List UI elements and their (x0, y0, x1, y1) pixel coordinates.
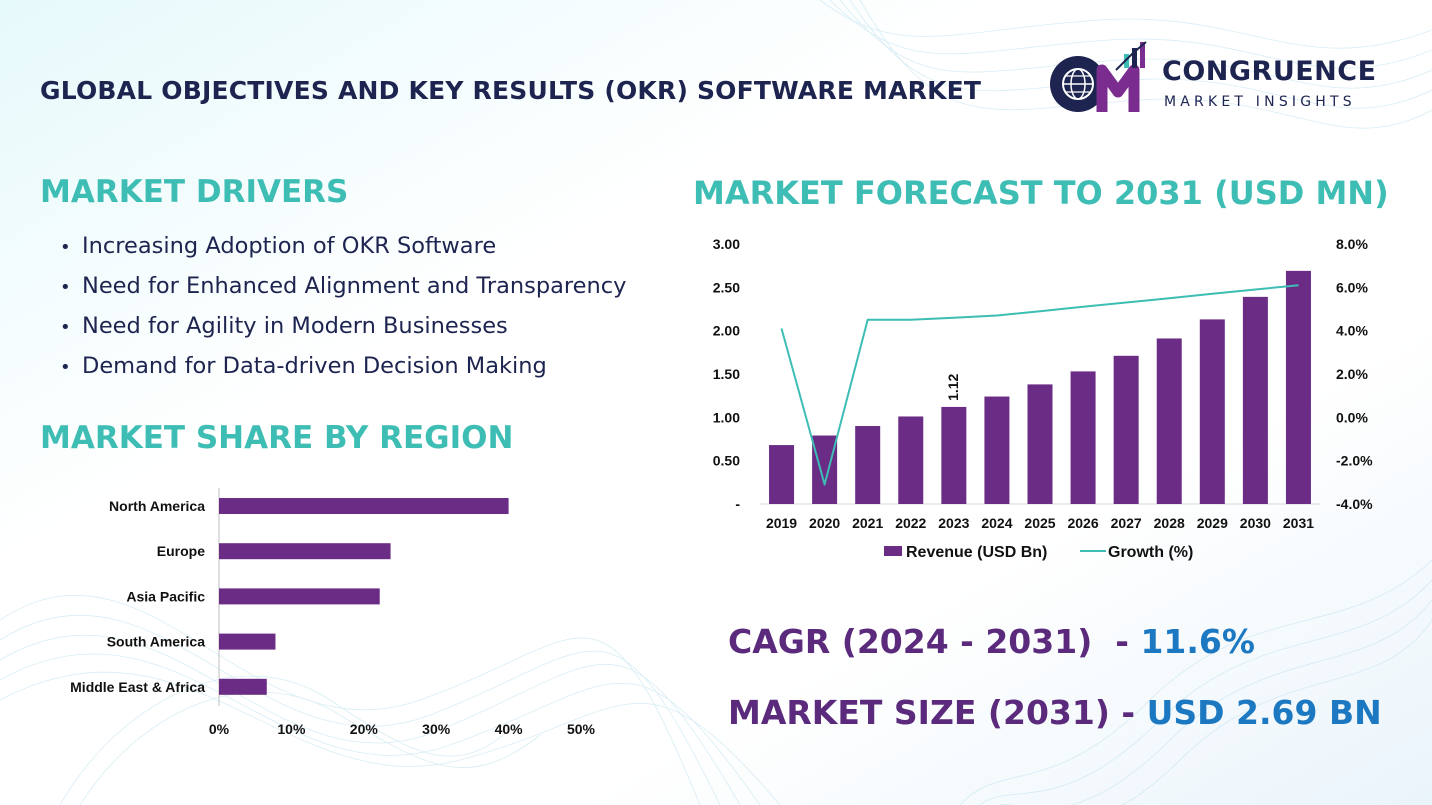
logo-name: CONGRUENCE (1162, 56, 1377, 87)
legend-swatch-revenue (884, 546, 902, 556)
bullet: • (60, 277, 71, 298)
bar (219, 543, 391, 560)
x-tick-label: 2026 (1067, 515, 1098, 531)
y-left-tick-label: 3.00 (713, 236, 740, 252)
revenue-bar (1199, 319, 1225, 504)
y-right-tick-label: -4.0% (1336, 496, 1373, 512)
y-right-tick-label: 6.0% (1336, 279, 1368, 295)
x-tick-label: 2019 (766, 515, 797, 531)
driver-text: Need for Enhanced Alignment and Transpar… (82, 273, 627, 299)
revenue-bar (941, 406, 967, 504)
revenue-bar (1156, 338, 1182, 504)
driver-text: Demand for Data-driven Decision Making (82, 353, 547, 379)
list-item: • Demand for Data-driven Decision Making (60, 350, 626, 390)
category-label: Middle East & Africa (70, 679, 205, 695)
revenue-bar (984, 396, 1010, 504)
revenue-bar (1027, 384, 1053, 504)
growth-line (780, 284, 1299, 486)
revenue-bar (1285, 270, 1311, 504)
y-left-tick-label: 2.50 (713, 279, 740, 295)
market-size-separator: - (1109, 693, 1147, 732)
market-size-label: MARKET SIZE (2031) (728, 693, 1110, 732)
driver-text: Increasing Adoption of OKR Software (82, 233, 497, 259)
bar (219, 678, 267, 695)
drivers-heading: MARKET DRIVERS (40, 174, 349, 210)
forecast-heading: MARKET FORECAST TO 2031 (USD MN) (693, 174, 1389, 212)
category-label: Europe (157, 543, 205, 559)
region-heading: MARKET SHARE BY REGION (40, 420, 514, 456)
y-left-tick-label: - (735, 496, 740, 512)
y-right-tick-label: -2.0% (1336, 453, 1373, 469)
list-item: • Need for Enhanced Alignment and Transpa… (60, 270, 626, 310)
cagr-value: 11.6% (1140, 622, 1255, 661)
revenue-bar (898, 416, 924, 504)
x-tick-label: 2031 (1283, 515, 1314, 531)
bullet: • (60, 237, 71, 258)
list-item: • Need for Agility in Modern Businesses (60, 310, 626, 350)
category-label: South America (107, 634, 205, 650)
y-left-tick-label: 2.00 (713, 323, 740, 339)
page-title: GLOBAL OBJECTIVES AND KEY RESULTS (OKR) … (40, 76, 982, 105)
x-tick-label: 2024 (981, 515, 1012, 531)
revenue-bar (812, 435, 838, 504)
logo-subtitle: MARKET INSIGHTS (1164, 94, 1356, 110)
x-tick-label: 30% (422, 721, 451, 737)
driver-text: Need for Agility in Modern Businesses (82, 313, 508, 339)
data-label: 1.12 (945, 373, 961, 400)
cagr-label: CAGR (2024 - 2031) (728, 622, 1093, 661)
bar (219, 498, 509, 514)
y-right-tick-label: 4.0% (1336, 323, 1368, 339)
category-label: Asia Pacific (126, 588, 205, 604)
revenue-bar (1242, 296, 1268, 504)
x-tick-label: 10% (277, 721, 306, 737)
bullet: • (60, 317, 71, 338)
globe-chart-logo-icon (1050, 41, 1147, 112)
revenue-bar (769, 445, 795, 504)
x-tick-label: 2029 (1197, 515, 1228, 531)
bullet: • (60, 357, 71, 378)
x-tick-label: 2027 (1111, 515, 1142, 531)
market-size-stat: MARKET SIZE (2031) - USD 2.69 BN (728, 693, 1382, 732)
market-size-value: USD 2.69 BN (1146, 693, 1382, 732)
category-label: North America (109, 498, 205, 514)
legend-label-growth: Growth (%) (1108, 544, 1193, 561)
drivers-list: • Increasing Adoption of OKR Software • Ne… (60, 230, 626, 390)
y-right-tick-label: 0.0% (1336, 409, 1368, 425)
legend-label-revenue: Revenue (USD Bn) (906, 544, 1047, 561)
y-left-tick-label: 0.50 (713, 453, 740, 469)
x-tick-label: 2023 (938, 515, 969, 531)
x-tick-label: 2022 (895, 515, 926, 531)
x-tick-label: 20% (350, 721, 379, 737)
revenue-bar (1070, 371, 1096, 504)
x-tick-label: 0% (209, 721, 230, 737)
y-left-tick-label: 1.00 (713, 409, 740, 425)
x-tick-label: 50% (567, 721, 596, 737)
x-tick-label: 2028 (1154, 515, 1185, 531)
bar (219, 588, 380, 605)
x-tick-label: 2021 (852, 515, 883, 531)
y-right-tick-label: 8.0% (1336, 236, 1368, 252)
x-tick-label: 2030 (1240, 515, 1271, 531)
x-tick-label: 2025 (1024, 515, 1055, 531)
y-right-tick-label: 2.0% (1336, 366, 1368, 382)
brand-logo: CONGRUENCE MARKET INSIGHTS (1046, 40, 1406, 118)
cagr-separator: - (1092, 622, 1141, 661)
revenue-bar (1113, 355, 1139, 504)
revenue-bar (855, 426, 881, 504)
x-tick-label: 2020 (809, 515, 840, 531)
bar (219, 633, 276, 650)
x-tick-label: 40% (495, 721, 524, 737)
list-item: • Increasing Adoption of OKR Software (60, 230, 626, 270)
cagr-stat: CAGR (2024 - 2031) - 11.6% (728, 622, 1255, 661)
y-left-tick-label: 1.50 (713, 366, 740, 382)
